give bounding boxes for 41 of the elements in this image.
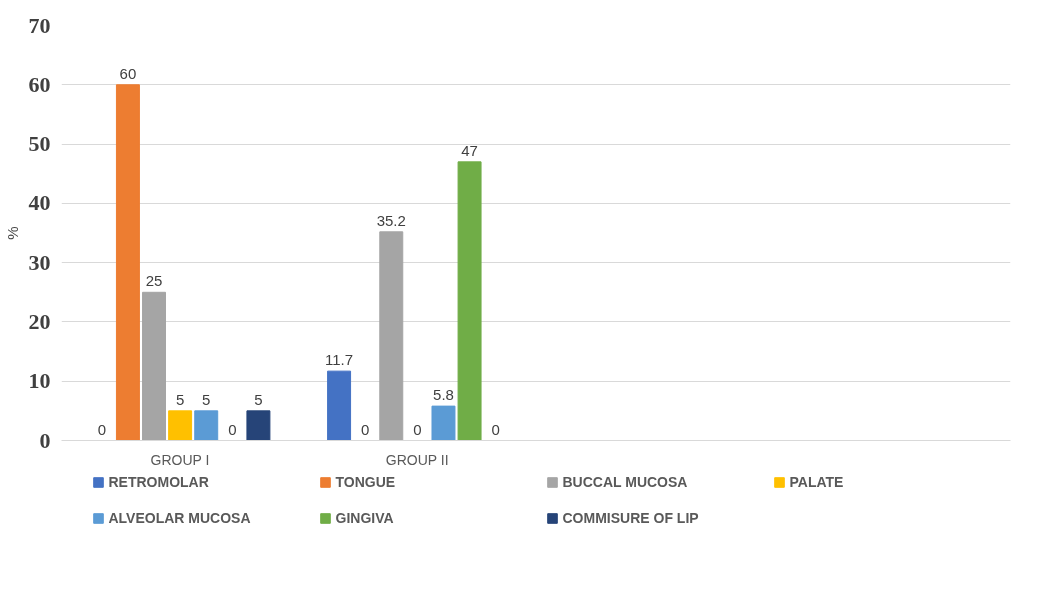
bar (379, 231, 404, 441)
data-label: 0 (361, 420, 370, 438)
y-tick-label: 10 (28, 368, 51, 394)
y-tick-label: 30 (28, 249, 51, 275)
legend-label: TONGUE (335, 474, 397, 490)
legend-label: ALVEOLAR MUCOSA (108, 510, 252, 526)
legend-label: BUCCAL MUCOSA (562, 474, 689, 490)
data-label: 0 (228, 420, 237, 438)
bar (168, 410, 193, 441)
data-label: 11.7 (325, 351, 354, 369)
bar (457, 161, 482, 441)
y-tick-label: 70 (28, 12, 51, 38)
bar (194, 410, 219, 441)
legend-label: GINGIVA (335, 510, 395, 526)
x-tick-label: GROUP I (150, 451, 210, 468)
data-label: 47 (461, 141, 478, 159)
y-tick-label: 20 (28, 308, 51, 334)
x-tick-label: GROUP II (385, 451, 449, 468)
data-label: 0 (491, 420, 500, 438)
legend-label: PALATE (789, 474, 845, 490)
data-label: 5 (202, 390, 211, 408)
data-label: 5 (175, 390, 185, 408)
y-tick-label: 50 (28, 131, 51, 157)
data-label: 60 (119, 64, 137, 82)
data-label: 5 (254, 390, 263, 408)
data-label: 0 (413, 420, 422, 438)
y-tick-label: 40 (28, 190, 51, 216)
data-label: 35.2 (376, 211, 406, 229)
y-tick-label: 0 (39, 427, 51, 453)
data-label: 25 (145, 272, 163, 290)
legend-label: COMMISURE OF LIP (562, 510, 700, 526)
bar (142, 291, 167, 441)
y-axis-title: % (3, 226, 21, 240)
bar (115, 84, 140, 441)
bar (246, 410, 271, 441)
data-label: 0 (97, 420, 107, 438)
data-label: 5.8 (433, 386, 454, 404)
bar (431, 405, 456, 441)
legend-label: RETROMOLAR (108, 474, 210, 490)
bar (327, 370, 352, 441)
y-tick-label: 60 (28, 71, 51, 97)
